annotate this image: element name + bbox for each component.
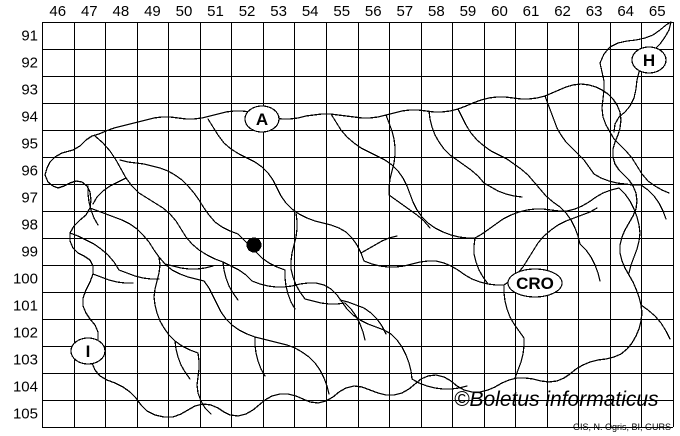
river-26 [473,237,489,285]
axis-label-column-60: 60 [491,3,508,20]
credit-label: GIS, N. Ogris, BI, GURS [573,422,671,432]
country-label-austria: A [244,105,280,133]
country-label-italy: I [70,337,106,365]
river-04 [363,260,505,286]
axis-label-row-99: 99 [21,244,38,261]
country-label-ellipse [631,46,667,74]
river-30 [304,298,346,305]
axis-label-column-49: 49 [144,3,161,20]
river-29 [388,194,431,229]
river-38 [254,336,266,377]
river-31 [87,185,99,226]
river-24 [339,299,387,335]
axis-label-row-101: 101 [13,298,38,315]
axis-label-column-47: 47 [81,3,98,20]
axis-label-column-50: 50 [176,3,193,20]
river-16 [544,95,595,175]
country-label-text: I [86,342,91,361]
axis-label-row-98: 98 [21,217,38,234]
country-label-text: H [643,51,655,70]
river-41 [579,243,601,282]
axis-label-row-102: 102 [13,325,38,342]
utm-grid [41,21,675,429]
river-40 [360,235,398,254]
axis-label-row-100: 100 [13,271,38,288]
country-label-croatia: CRO [507,268,563,298]
country-label-text: CRO [516,274,554,293]
border-croatia-east [613,138,670,194]
country-label-hungary: H [631,46,667,74]
axis-label-column-53: 53 [270,3,287,20]
river-45 [92,273,134,284]
occurrence-points [246,237,262,253]
river-20 [196,352,212,415]
river-19 [411,378,468,390]
axis-label-row-93: 93 [21,82,38,99]
axis-label-row-103: 103 [13,352,38,369]
axis-label-column-48: 48 [113,3,130,20]
river-22 [92,177,127,205]
axis-label-column-51: 51 [207,3,224,20]
axis-label-row-97: 97 [21,190,38,207]
river-18 [503,284,525,339]
river-13 [270,340,330,395]
river-23 [69,232,120,271]
river-21 [237,233,286,271]
river-10 [89,207,205,282]
country-code-labels: A H CRO I [70,46,667,365]
axis-label-row-104: 104 [13,379,38,396]
axis-left-labels: 91 92 93 94 95 96 97 98 99 100 101 102 103 104 105 [13,28,38,423]
country-label-ellipse [244,105,280,133]
axis-label-row-94: 94 [21,109,38,126]
river-36 [118,269,160,280]
axis-label-column-56: 56 [365,3,382,20]
country-label-ellipse [70,337,106,365]
river-27 [428,110,451,156]
axis-label-row-91: 91 [21,28,38,45]
river-02 [251,280,413,380]
river-12 [153,256,199,354]
river-17 [618,187,641,274]
axis-top-labels: 46 47 48 49 50 51 52 53 54 55 56 57 58 59 60 61 62 63 64 65 [49,3,665,20]
copyright-label: ©Boletus informaticus [454,388,659,411]
river-33 [514,337,525,379]
river-09 [119,159,239,235]
axis-label-column-65: 65 [649,3,666,20]
axis-label-column-61: 61 [523,3,540,20]
river-05 [330,113,476,239]
axis-label-column-57: 57 [396,3,413,20]
axis-label-column-58: 58 [428,3,445,20]
river-34 [284,269,296,310]
axis-label-column-46: 46 [49,3,66,20]
river-37 [640,184,667,220]
axis-label-row-105: 105 [13,406,38,423]
axis-label-column-52: 52 [239,3,256,20]
river-11 [203,280,272,342]
axis-label-column-59: 59 [460,3,477,20]
axis-label-row-96: 96 [21,163,38,180]
river-03 [207,118,365,262]
axis-label-row-92: 92 [21,55,38,72]
axis-label-column-62: 62 [554,3,571,20]
axis-label-column-63: 63 [586,3,603,20]
river-14 [290,212,306,300]
axis-label-column-64: 64 [617,3,634,20]
river-39 [222,261,239,301]
axis-label-column-55: 55 [333,3,350,20]
occurrence-point [246,237,262,253]
country-label-text: A [256,110,268,129]
country-border-slovenia [44,83,643,418]
river-35 [449,154,485,184]
axis-label-column-54: 54 [302,3,319,20]
axis-label-row-95: 95 [21,136,38,153]
country-label-ellipse [507,268,563,298]
river-01 [94,135,253,282]
